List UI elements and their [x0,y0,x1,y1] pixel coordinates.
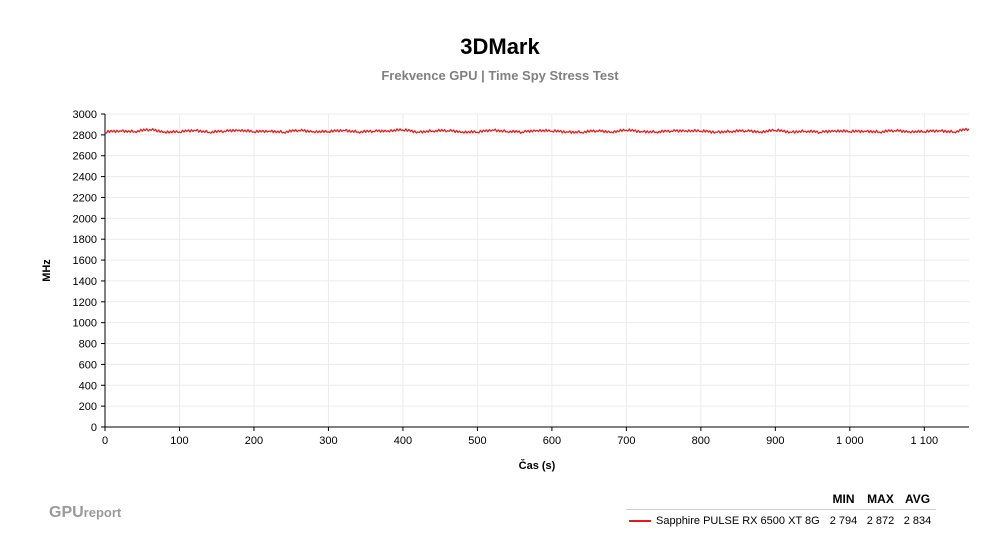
series-line-0 [104,127,970,135]
y-tick-label: 200 [79,401,97,413]
y-tick-label: 1400 [73,276,97,288]
x-tick-label: 600 [543,435,561,447]
chart-title: 3DMark [460,34,540,59]
y-axis-label: MHz [41,259,53,282]
x-tick-label: 0 [102,435,108,447]
tick-labels: 0200400600800100012001400160018002000220… [73,109,939,447]
y-tick-label: 2000 [73,213,97,225]
y-tick-label: 2600 [73,151,97,163]
y-tick-label: 2800 [73,130,97,142]
y-tick-label: 1000 [73,318,97,330]
y-tick-label: 2400 [73,172,97,184]
legend-header-max: MAX [867,492,894,506]
x-tick-label: 400 [394,435,412,447]
legend: MIN MAX AVG Sapphire PULSE RX 6500 XT 8G… [626,492,936,532]
y-tick-label: 600 [79,359,97,371]
logo-main-text: GPU [49,504,84,521]
y-tick-label: 400 [79,380,97,392]
legend-divider [626,509,936,510]
legend-avg-value: 2 834 [903,515,932,527]
y-tick-label: 3000 [73,109,97,121]
legend-entry: Sapphire PULSE RX 6500 XT 8G 2 794 2 872… [626,510,936,532]
y-tick-label: 1600 [73,255,97,267]
x-tick-label: 100 [170,435,188,447]
x-tick-label: 1 100 [911,435,939,447]
y-tick-label: 800 [79,339,97,351]
axes [101,113,969,431]
legend-header-avg: AVG [904,492,931,506]
legend-max-value: 2 872 [866,515,895,527]
legend-header-min: MIN [832,492,855,506]
x-tick-label: 1 000 [836,435,864,447]
legend-swatch [629,520,651,522]
gpureport-logo: GPUreport [49,504,121,522]
y-tick-label: 1200 [73,297,97,309]
y-tick-label: 0 [91,422,97,434]
series-lines [104,127,970,135]
x-tick-label: 200 [245,435,263,447]
legend-header: MIN MAX AVG [626,492,936,508]
logo-small-text: report [83,505,122,520]
x-tick-label: 500 [468,435,486,447]
chart-subtitle: Frekvence GPU | Time Spy Stress Test [381,68,619,83]
x-axis-label: Čas (s) [519,459,556,472]
grid-lines [105,113,969,427]
y-tick-label: 1800 [73,234,97,246]
x-tick-label: 700 [617,435,635,447]
x-tick-label: 900 [766,435,784,447]
x-tick-label: 300 [319,435,337,447]
y-tick-label: 2200 [73,192,97,204]
legend-min-value: 2 794 [829,515,858,527]
x-tick-label: 800 [692,435,710,447]
legend-series-name: Sapphire PULSE RX 6500 XT 8G [656,515,820,527]
